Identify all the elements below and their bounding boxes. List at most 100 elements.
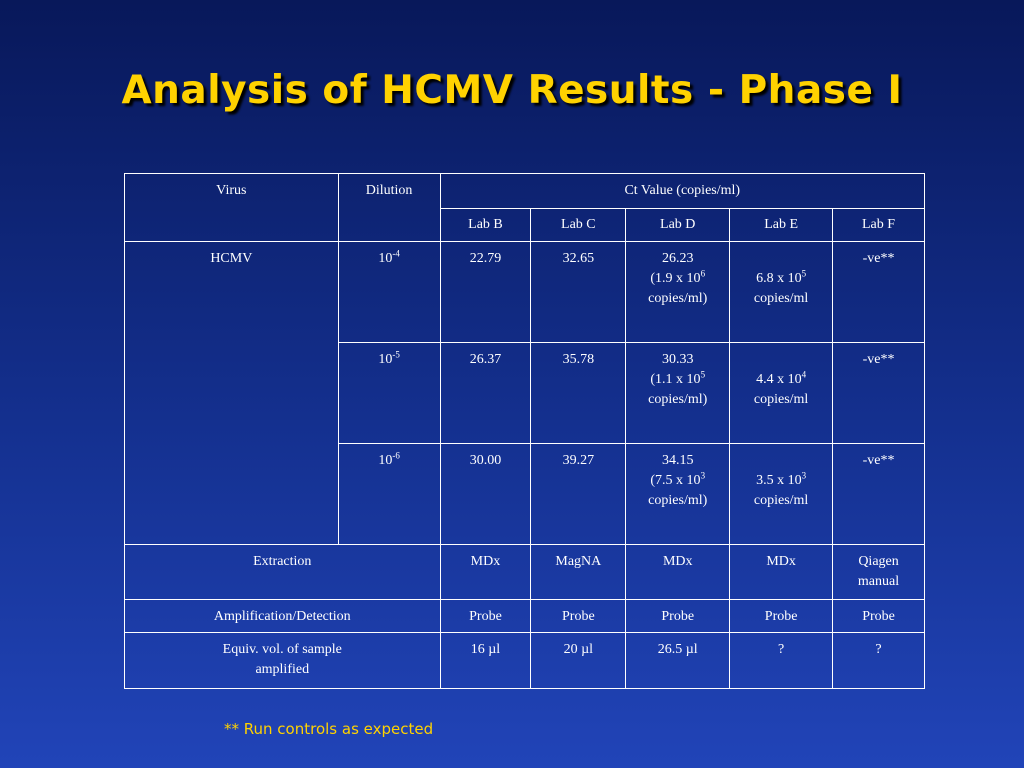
cell: 10-5 bbox=[337, 342, 441, 444]
text: MDx bbox=[766, 554, 796, 569]
data-row: 10-5 26.37 35.78 30.33 (1.1 x 105 copies/ml) 4… bbox=[125, 342, 925, 444]
text: 3.5 x 10 bbox=[756, 473, 802, 488]
cell: 3.5 x 103 copies/ml bbox=[729, 443, 834, 545]
text: Probe bbox=[661, 609, 695, 624]
cell: 32.65 bbox=[530, 241, 627, 343]
text: MDx bbox=[662, 554, 693, 569]
cell: MDx bbox=[439, 544, 532, 600]
cell: 10-4 bbox=[337, 241, 441, 343]
text: ? bbox=[778, 642, 785, 657]
cell: Probe bbox=[439, 599, 532, 633]
text: copies/ml) bbox=[648, 493, 708, 508]
method-row: Equiv. vol. of sample amplified 16 µl 20 µ… bbox=[124, 632, 925, 689]
cell: 6.8 x 105 copies/ml bbox=[729, 241, 834, 343]
cell: Amplification/Detection bbox=[124, 599, 441, 633]
cell: MDx bbox=[729, 544, 834, 600]
cell: Probe bbox=[729, 599, 834, 633]
superscript: 5 bbox=[700, 369, 706, 380]
text: Qiagen manual bbox=[857, 554, 900, 589]
header-cell: Dilution bbox=[337, 173, 441, 242]
text: ? bbox=[875, 642, 882, 657]
superscript: 6 bbox=[700, 268, 706, 279]
method-row: Amplification/Detection Probe Probe Probe Pr… bbox=[124, 599, 925, 633]
text: Probe bbox=[469, 609, 502, 624]
text: copies/ml) bbox=[648, 291, 708, 306]
text: copies/ml bbox=[753, 493, 809, 508]
text: MDx bbox=[470, 554, 501, 569]
text: 4.4 x 10 bbox=[756, 372, 802, 387]
cell: 16 µl bbox=[439, 632, 532, 689]
title: Analysis of HCMV Results - Phase I bbox=[121, 68, 903, 113]
superscript: 3 bbox=[700, 470, 706, 481]
text: 10 bbox=[378, 251, 393, 266]
superscript: 5 bbox=[801, 268, 807, 279]
text: 10 bbox=[378, 453, 393, 468]
text: 16 µl bbox=[470, 642, 501, 657]
cell: 4.4 x 104 copies/ml bbox=[729, 342, 834, 444]
cell: -ve** bbox=[832, 443, 925, 545]
cell: 22.79 bbox=[439, 241, 532, 343]
spacer bbox=[734, 451, 828, 471]
cell: Equiv. vol. of sample amplified bbox=[124, 632, 441, 689]
header-cell: Lab D bbox=[625, 208, 731, 242]
text: 34.15 bbox=[661, 453, 694, 468]
cell: -ve** bbox=[832, 342, 925, 444]
cell: 26.23 (1.9 x 106 copies/ml) bbox=[625, 241, 731, 343]
cell: HCMV bbox=[124, 241, 339, 545]
cell: 26.37 bbox=[439, 342, 532, 444]
cell: ? bbox=[729, 632, 834, 689]
text: Extraction bbox=[253, 554, 312, 569]
data-row: HCMV 10-4 22.79 32.65 26.23 (1.9 x 106 copies/… bbox=[124, 241, 925, 545]
cell: MagNA bbox=[530, 544, 627, 600]
text: 6.8 x 10 bbox=[756, 271, 802, 286]
footnote: ** Run controls as expected bbox=[224, 720, 434, 738]
text: Probe bbox=[562, 609, 595, 624]
superscript: 4 bbox=[801, 369, 807, 380]
text: copies/ml bbox=[753, 291, 809, 306]
header-cell: Lab F bbox=[832, 208, 925, 242]
cell: 39.27 bbox=[530, 443, 627, 545]
cell: MDx bbox=[625, 544, 731, 600]
text: (1.1 x 10 bbox=[650, 372, 701, 387]
cell: -ve** bbox=[832, 241, 925, 343]
text: 10 bbox=[378, 352, 393, 367]
header-cell: Virus bbox=[124, 173, 339, 242]
superscript: 3 bbox=[801, 470, 807, 481]
text: 20 µl bbox=[563, 642, 594, 657]
cell: 30.33 (1.1 x 105 copies/ml) bbox=[625, 342, 731, 444]
header-cell: Lab E bbox=[729, 208, 834, 242]
cell: 30.00 bbox=[439, 443, 532, 545]
text: 26.23 bbox=[661, 251, 694, 266]
superscript: -6 bbox=[392, 450, 400, 461]
cell: ? bbox=[832, 632, 925, 689]
text: Probe bbox=[764, 609, 798, 624]
spacer bbox=[734, 350, 828, 370]
cell: Probe bbox=[625, 599, 731, 633]
cell: Extraction bbox=[124, 544, 441, 600]
text: Probe bbox=[862, 609, 895, 624]
cell: 20 µl bbox=[530, 632, 627, 689]
superscript: -5 bbox=[392, 349, 400, 360]
header-cell: Ct Value (copies/ml) bbox=[439, 173, 926, 209]
superscript: -4 bbox=[392, 248, 400, 259]
text: 26.5 µl bbox=[657, 642, 698, 657]
header-cell: Lab B bbox=[439, 208, 532, 242]
text: copies/ml bbox=[753, 392, 809, 407]
text: MagNA bbox=[555, 554, 602, 569]
text: (1.9 x 10 bbox=[650, 271, 701, 286]
cell: Probe bbox=[530, 599, 627, 633]
cell: 34.15 (7.5 x 103 copies/ml) bbox=[625, 443, 731, 545]
cell: 35.78 bbox=[530, 342, 627, 444]
text: (7.5 x 10 bbox=[650, 473, 701, 488]
cell: 26.5 µl bbox=[625, 632, 731, 689]
text: copies/ml) bbox=[648, 392, 708, 407]
text: Amplification/Detection bbox=[213, 609, 351, 624]
cell: Probe bbox=[832, 599, 925, 633]
data-row: 10-6 30.00 39.27 34.15 (7.5 x 103 copies/ml) 3… bbox=[125, 443, 925, 545]
text: 30.33 bbox=[661, 352, 694, 367]
results-table: Virus Dilution Ct Value (copies/ml) Lab … bbox=[124, 173, 926, 689]
method-row: Extraction MDx MagNA MDx MDx Qiagen manual bbox=[124, 544, 925, 600]
cell: Qiagen manual bbox=[832, 544, 925, 600]
text: Equiv. vol. of sample amplified bbox=[222, 642, 342, 677]
